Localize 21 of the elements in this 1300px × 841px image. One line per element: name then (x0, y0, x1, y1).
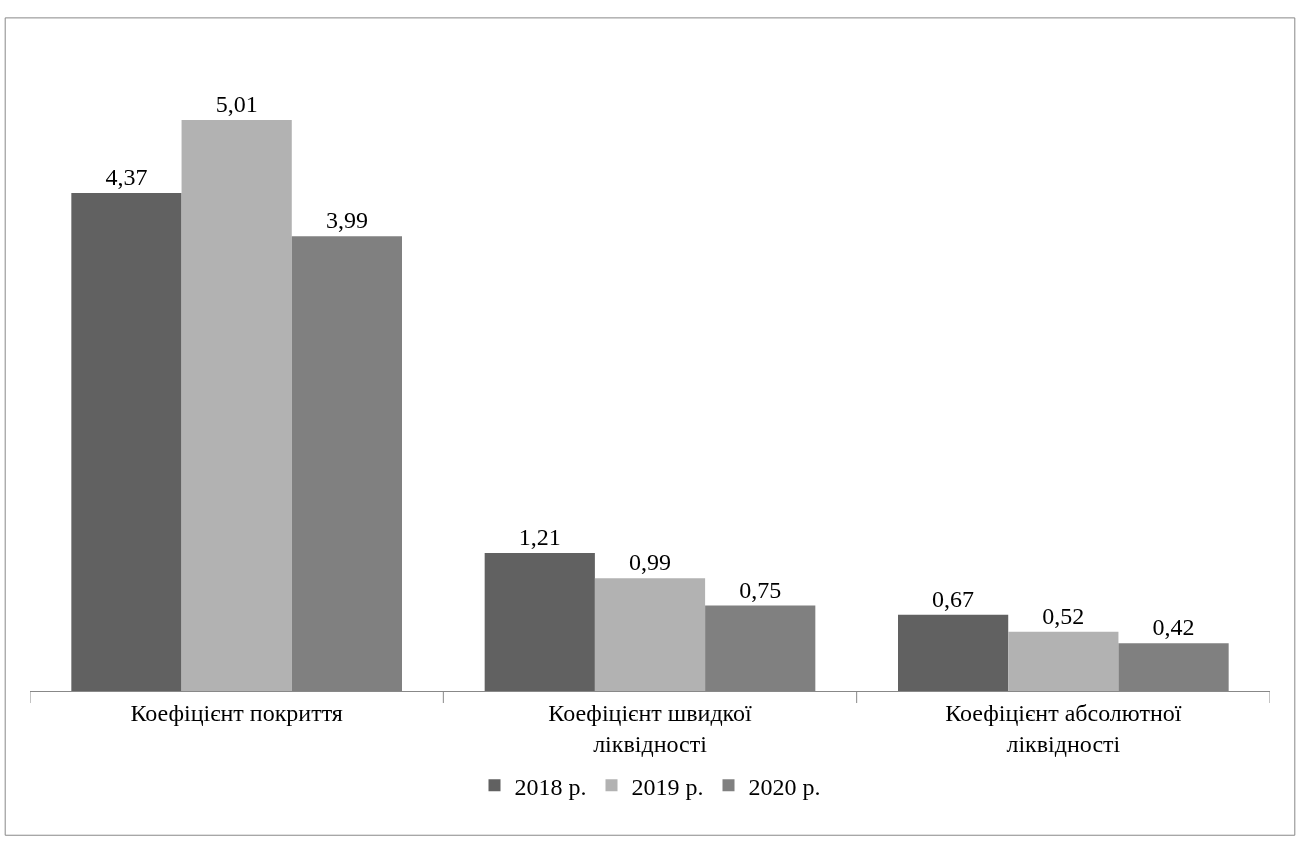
x-tick-label: Коефіцієнт абсолютної ліквідності (945, 699, 1182, 757)
bar (1008, 631, 1119, 691)
data-label: 3,99 (325, 207, 368, 234)
bar (71, 192, 182, 691)
data-label: 5,01 (215, 91, 258, 118)
data-label: 0,99 (629, 549, 671, 576)
legend-label: 2020 р. (748, 773, 821, 800)
legend-label: 2018 р. (514, 773, 587, 800)
x-tick-label: Коефіцієнт покриття (130, 699, 343, 726)
x-tick-label: Коефіцієнт швидкої ліквідності (548, 699, 753, 757)
bar (594, 578, 706, 691)
data-label: 1,21 (518, 524, 561, 551)
data-label: 0,52 (1042, 602, 1085, 629)
data-label: 0,67 (932, 585, 975, 612)
bar (484, 553, 595, 691)
data-label: 4,37 (105, 163, 148, 190)
legend-label: 2019 р. (631, 773, 704, 800)
bar (181, 120, 292, 691)
bar (898, 614, 1009, 691)
data-label: 0,75 (739, 576, 782, 603)
data-label: 0,42 (1152, 614, 1195, 641)
